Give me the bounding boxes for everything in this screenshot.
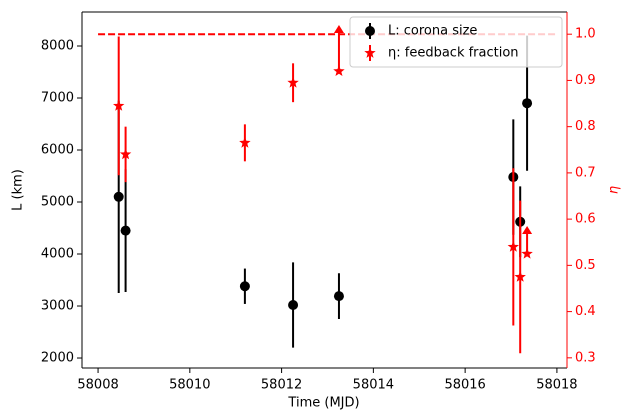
y-tick-label: 4000: [41, 247, 74, 262]
y-axis-label: L (km): [11, 169, 26, 211]
y2-tick-label: 0.5: [575, 258, 596, 273]
point: [119, 148, 132, 160]
y2-tick-label: 1.0: [575, 27, 596, 42]
y-tick-label: 6000: [41, 143, 74, 158]
y2-tick-label: 0.4: [575, 304, 596, 319]
y-tick-label: 7000: [41, 91, 74, 106]
y-tick-label: 2000: [41, 351, 74, 366]
point: [514, 270, 526, 282]
point: [507, 240, 520, 252]
point: [239, 136, 251, 148]
legend-marker: [364, 47, 376, 58]
legend: [349, 16, 563, 68]
y-tick-label: 3000: [41, 299, 74, 314]
point: [239, 281, 250, 292]
x-tick-label: 58014: [353, 378, 394, 393]
x-tick-label: 58012: [261, 378, 302, 393]
y2-axis-label: η: [607, 186, 622, 194]
y2-tick-label: 0.7: [575, 165, 596, 180]
x-tick-label: 58010: [169, 378, 210, 393]
y2-tick-label: 0.8: [575, 119, 596, 134]
y2-tick-label: 0.3: [575, 350, 596, 365]
point: [113, 191, 124, 202]
point: [288, 299, 299, 310]
y-tick-label: 5000: [41, 195, 74, 210]
x-tick-label: 58008: [77, 378, 118, 393]
y2-tick-label: 0.6: [575, 212, 596, 227]
point: [522, 98, 533, 109]
y-tick-label: 8000: [41, 39, 74, 54]
x-axis-label: Time (MJD): [287, 396, 359, 411]
x-tick-label: 58016: [444, 378, 485, 393]
point: [287, 76, 299, 88]
point: [113, 99, 125, 111]
x-tick-label: 58018: [536, 378, 577, 393]
limit-arrow: [522, 226, 533, 235]
point: [521, 247, 533, 259]
point: [333, 291, 344, 302]
limit-arrow: [333, 24, 344, 33]
legend-label: L: corona size: [388, 24, 477, 39]
point: [120, 225, 131, 236]
legend-label: η: feedback fraction: [388, 46, 519, 61]
legend-marker: [365, 26, 375, 36]
y2-tick-label: 0.9: [575, 73, 596, 88]
point: [333, 65, 345, 77]
